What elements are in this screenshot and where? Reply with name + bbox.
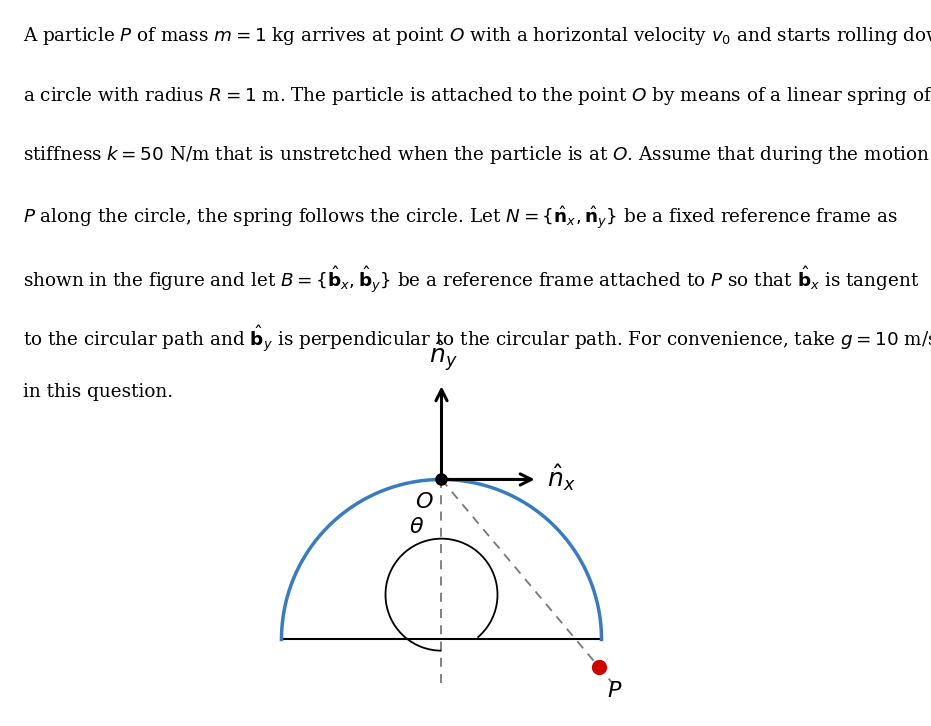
Text: $\theta$: $\theta$ xyxy=(410,516,425,538)
Text: shown in the figure and let $B = \{\hat{\mathbf{b}}_x, \hat{\mathbf{b}}_y\}$ be : shown in the figure and let $B = \{\hat{… xyxy=(23,264,920,295)
Text: $\hat{n}_y$: $\hat{n}_y$ xyxy=(429,338,457,374)
Text: a circle with radius $R = 1$ m. The particle is attached to the point $O$ by mea: a circle with radius $R = 1$ m. The part… xyxy=(23,85,931,107)
Text: $O$: $O$ xyxy=(415,491,434,513)
Text: A particle $P$ of mass $m = 1$ kg arrives at point $O$ with a horizontal velocit: A particle $P$ of mass $m = 1$ kg arrive… xyxy=(23,25,931,47)
Text: $\hat{n}_x$: $\hat{n}_x$ xyxy=(547,462,575,493)
Text: to the circular path and $\hat{\mathbf{b}}_y$ is perpendicular to the circular p: to the circular path and $\hat{\mathbf{b… xyxy=(23,323,931,354)
Text: stiffness $k = 50$ N/m that is unstretched when the particle is at $O$. Assume t: stiffness $k = 50$ N/m that is unstretch… xyxy=(23,144,931,166)
Text: $P$ along the circle, the spring follows the circle. Let $N = \{\hat{\mathbf{n}}: $P$ along the circle, the spring follows… xyxy=(23,204,898,231)
Text: in this question.: in this question. xyxy=(23,383,173,401)
Text: $P$: $P$ xyxy=(607,680,623,702)
